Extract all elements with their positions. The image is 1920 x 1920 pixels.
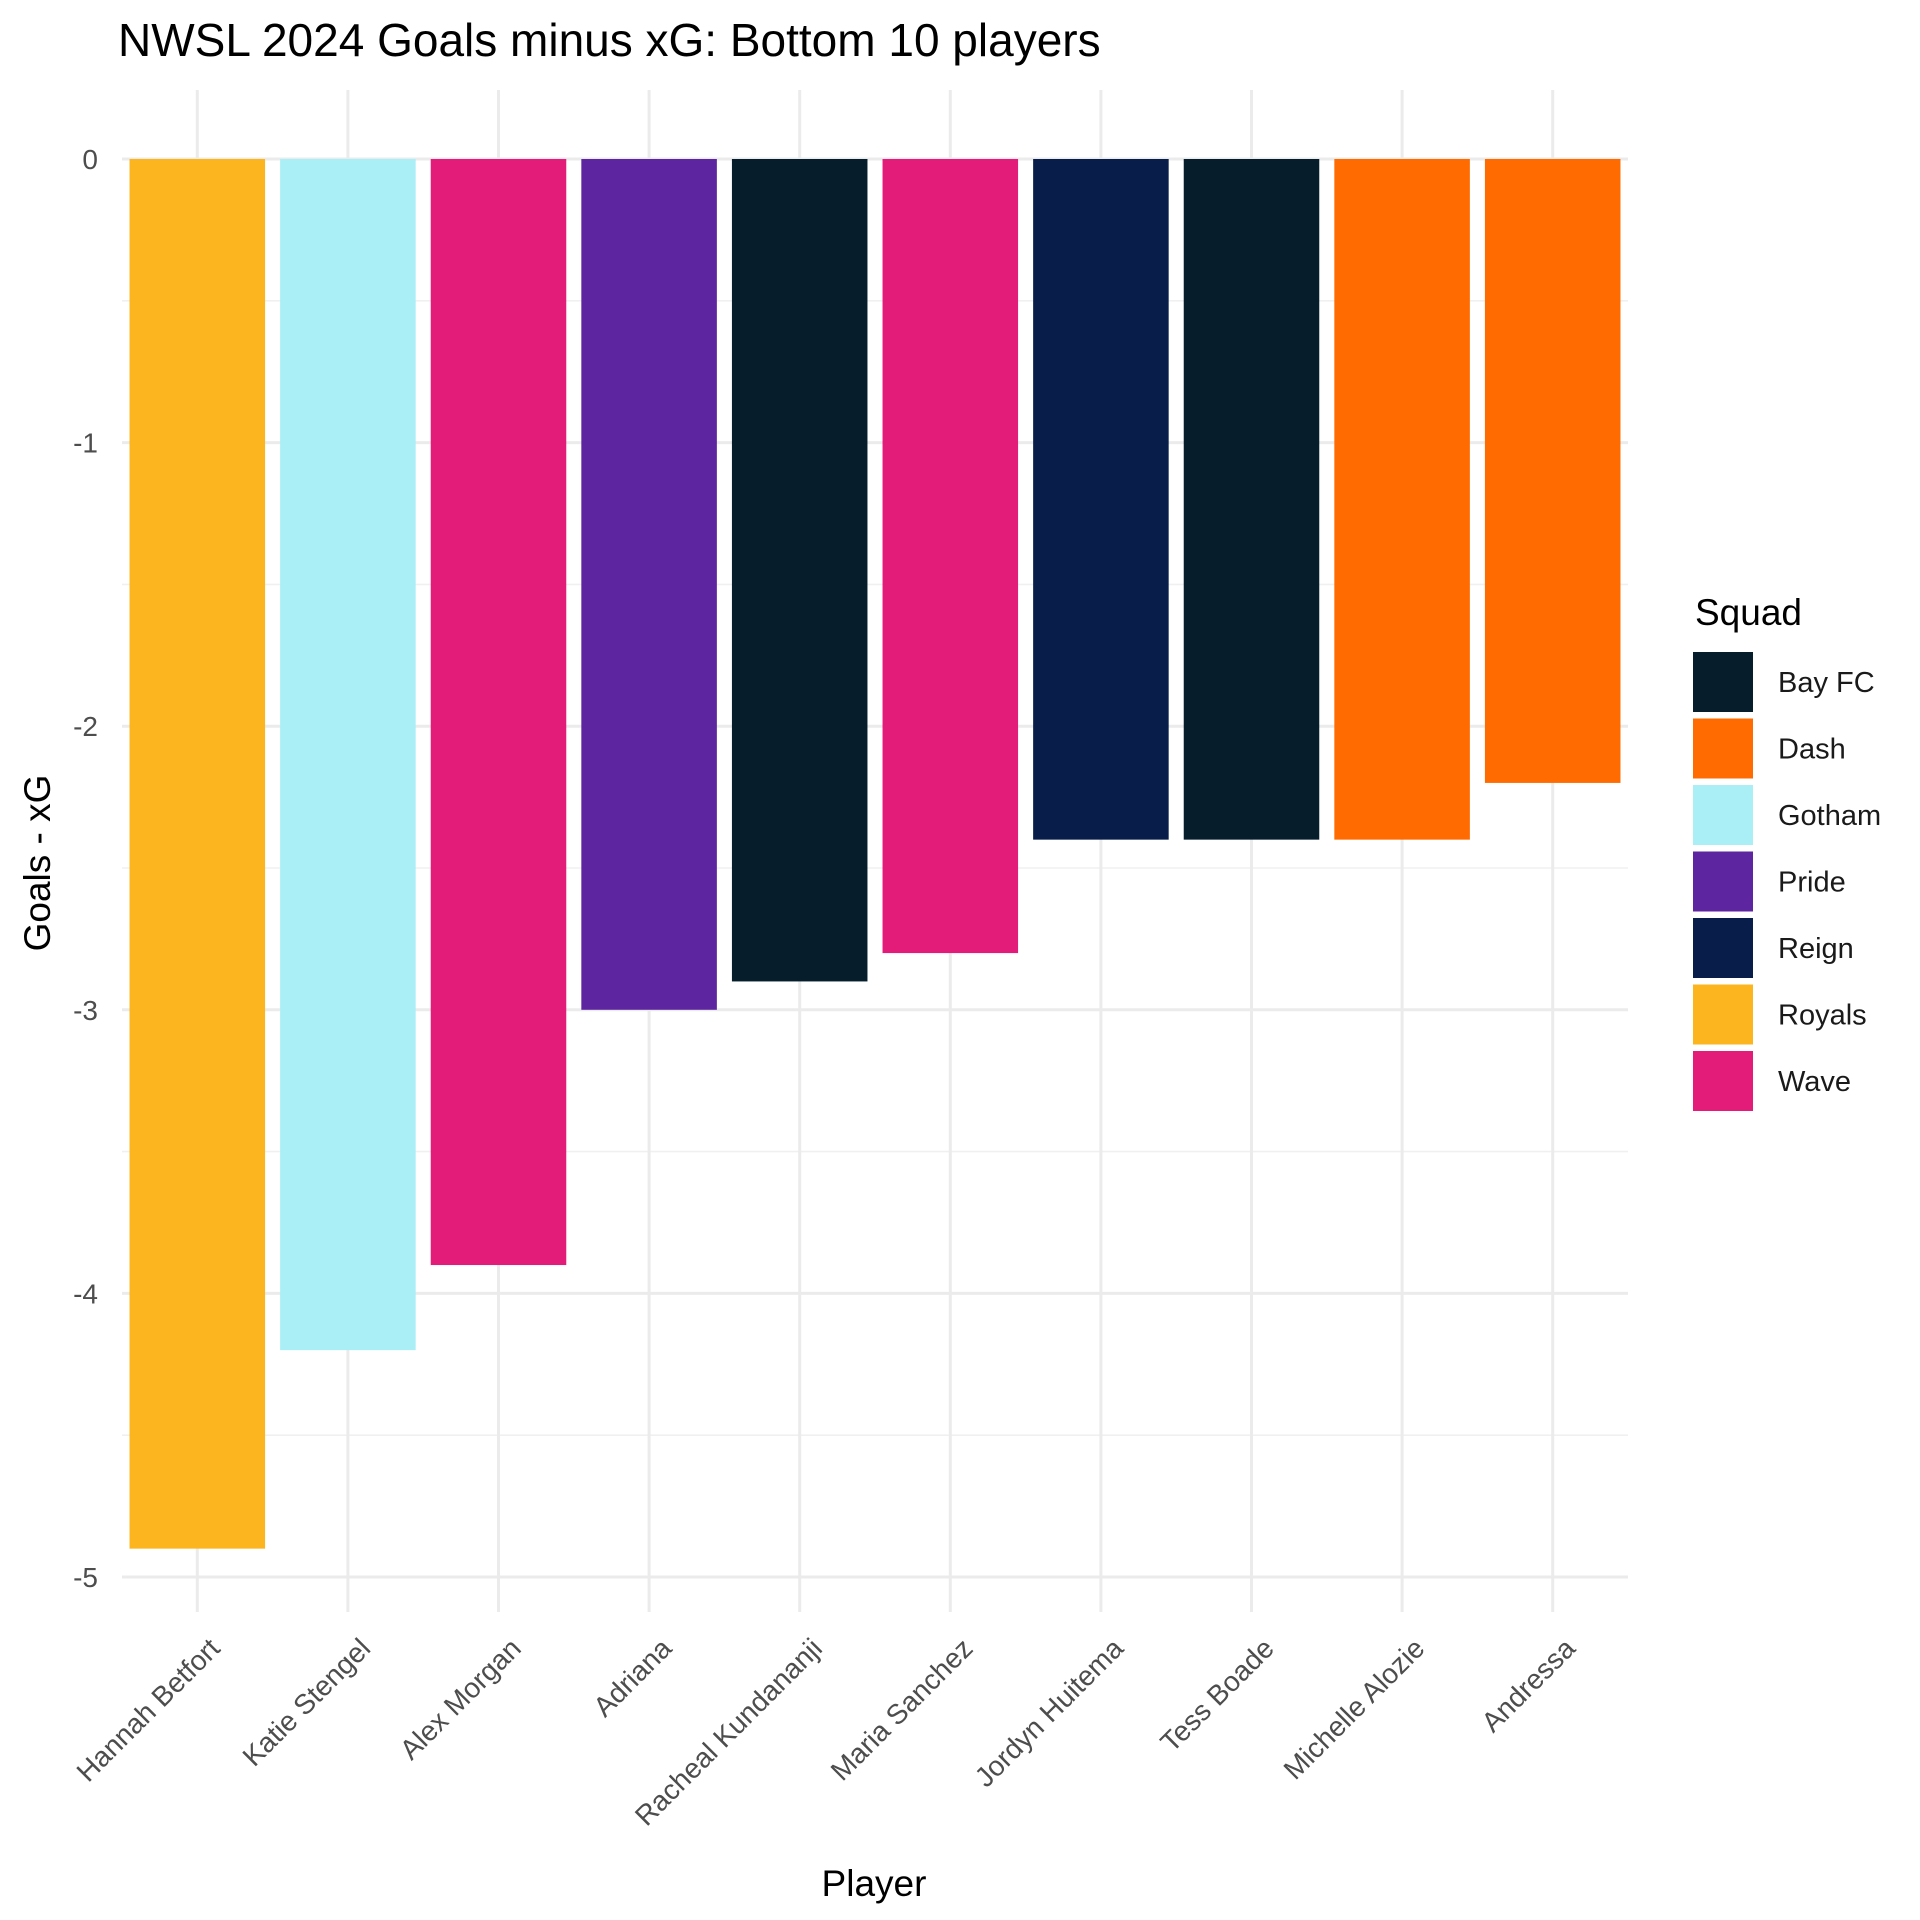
x-tick-label: Hannah Betfort: [71, 1632, 226, 1787]
legend-swatch: [1693, 918, 1753, 978]
legend-swatch: [1693, 652, 1753, 712]
bar: [129, 159, 266, 1549]
bar: [882, 159, 1019, 954]
legend-items: Bay FC Dash Gotham Pride Reign Royals Wave: [1693, 652, 1881, 1111]
y-tick-label: -4: [73, 1278, 98, 1309]
y-tick-label: -1: [73, 428, 98, 459]
x-tick-label: Alex Morgan: [394, 1632, 527, 1765]
x-tick-label: Maria Sanchez: [825, 1632, 979, 1786]
y-tick-label: -2: [73, 711, 98, 742]
legend-label: Royals: [1778, 1000, 1867, 1032]
x-tick-label: Adriana: [587, 1632, 677, 1722]
y-axis-title: Goals - xG: [17, 775, 58, 952]
bar: [1484, 159, 1621, 783]
legend-label: Gotham: [1778, 800, 1881, 832]
x-axis-title: Player: [822, 1863, 927, 1904]
y-tick-label: -5: [73, 1562, 98, 1593]
legend-label: Reign: [1778, 933, 1854, 965]
legend-label: Dash: [1778, 734, 1846, 766]
bar: [1183, 159, 1320, 840]
x-tick-label: Michelle Alozie: [1278, 1632, 1431, 1785]
legend-label: Pride: [1778, 867, 1846, 899]
bar: [1033, 159, 1169, 840]
y-tick-label: 0: [82, 144, 98, 175]
x-tick-label: Jordyn Huitema: [969, 1632, 1130, 1793]
legend-swatch: [1693, 984, 1753, 1045]
legend-label: Bay FC: [1778, 667, 1875, 699]
legend-swatch: [1693, 718, 1753, 779]
bar: [280, 159, 416, 1351]
x-tick-label: Katie Stengel: [237, 1632, 377, 1772]
x-tick-label: Andressa: [1476, 1632, 1582, 1738]
y-tick-label: -3: [73, 995, 98, 1026]
legend-title: Squad: [1695, 592, 1802, 633]
bar: [581, 159, 717, 1010]
legend-label: Wave: [1778, 1066, 1851, 1098]
bars: [129, 159, 1621, 1549]
bar: [1334, 159, 1470, 840]
x-tick-label: Tess Boade: [1154, 1632, 1279, 1757]
bar: [430, 159, 567, 1266]
legend: Squad Bay FC Dash Gotham Pride Reign Royals Wa…: [1693, 592, 1881, 1111]
bar: [731, 159, 868, 982]
legend-swatch: [1693, 1051, 1753, 1111]
legend-swatch: [1693, 851, 1753, 912]
chart-title: NWSL 2024 Goals minus xG: Bottom 10 play…: [118, 14, 1101, 66]
x-axis-ticks: Hannah Betfort Katie Stengel Alex Morgan Ad…: [71, 1632, 1582, 1831]
y-axis-ticks: 0 -1 -2 -3 -4 -5: [73, 144, 98, 1593]
legend-swatch: [1693, 785, 1753, 845]
